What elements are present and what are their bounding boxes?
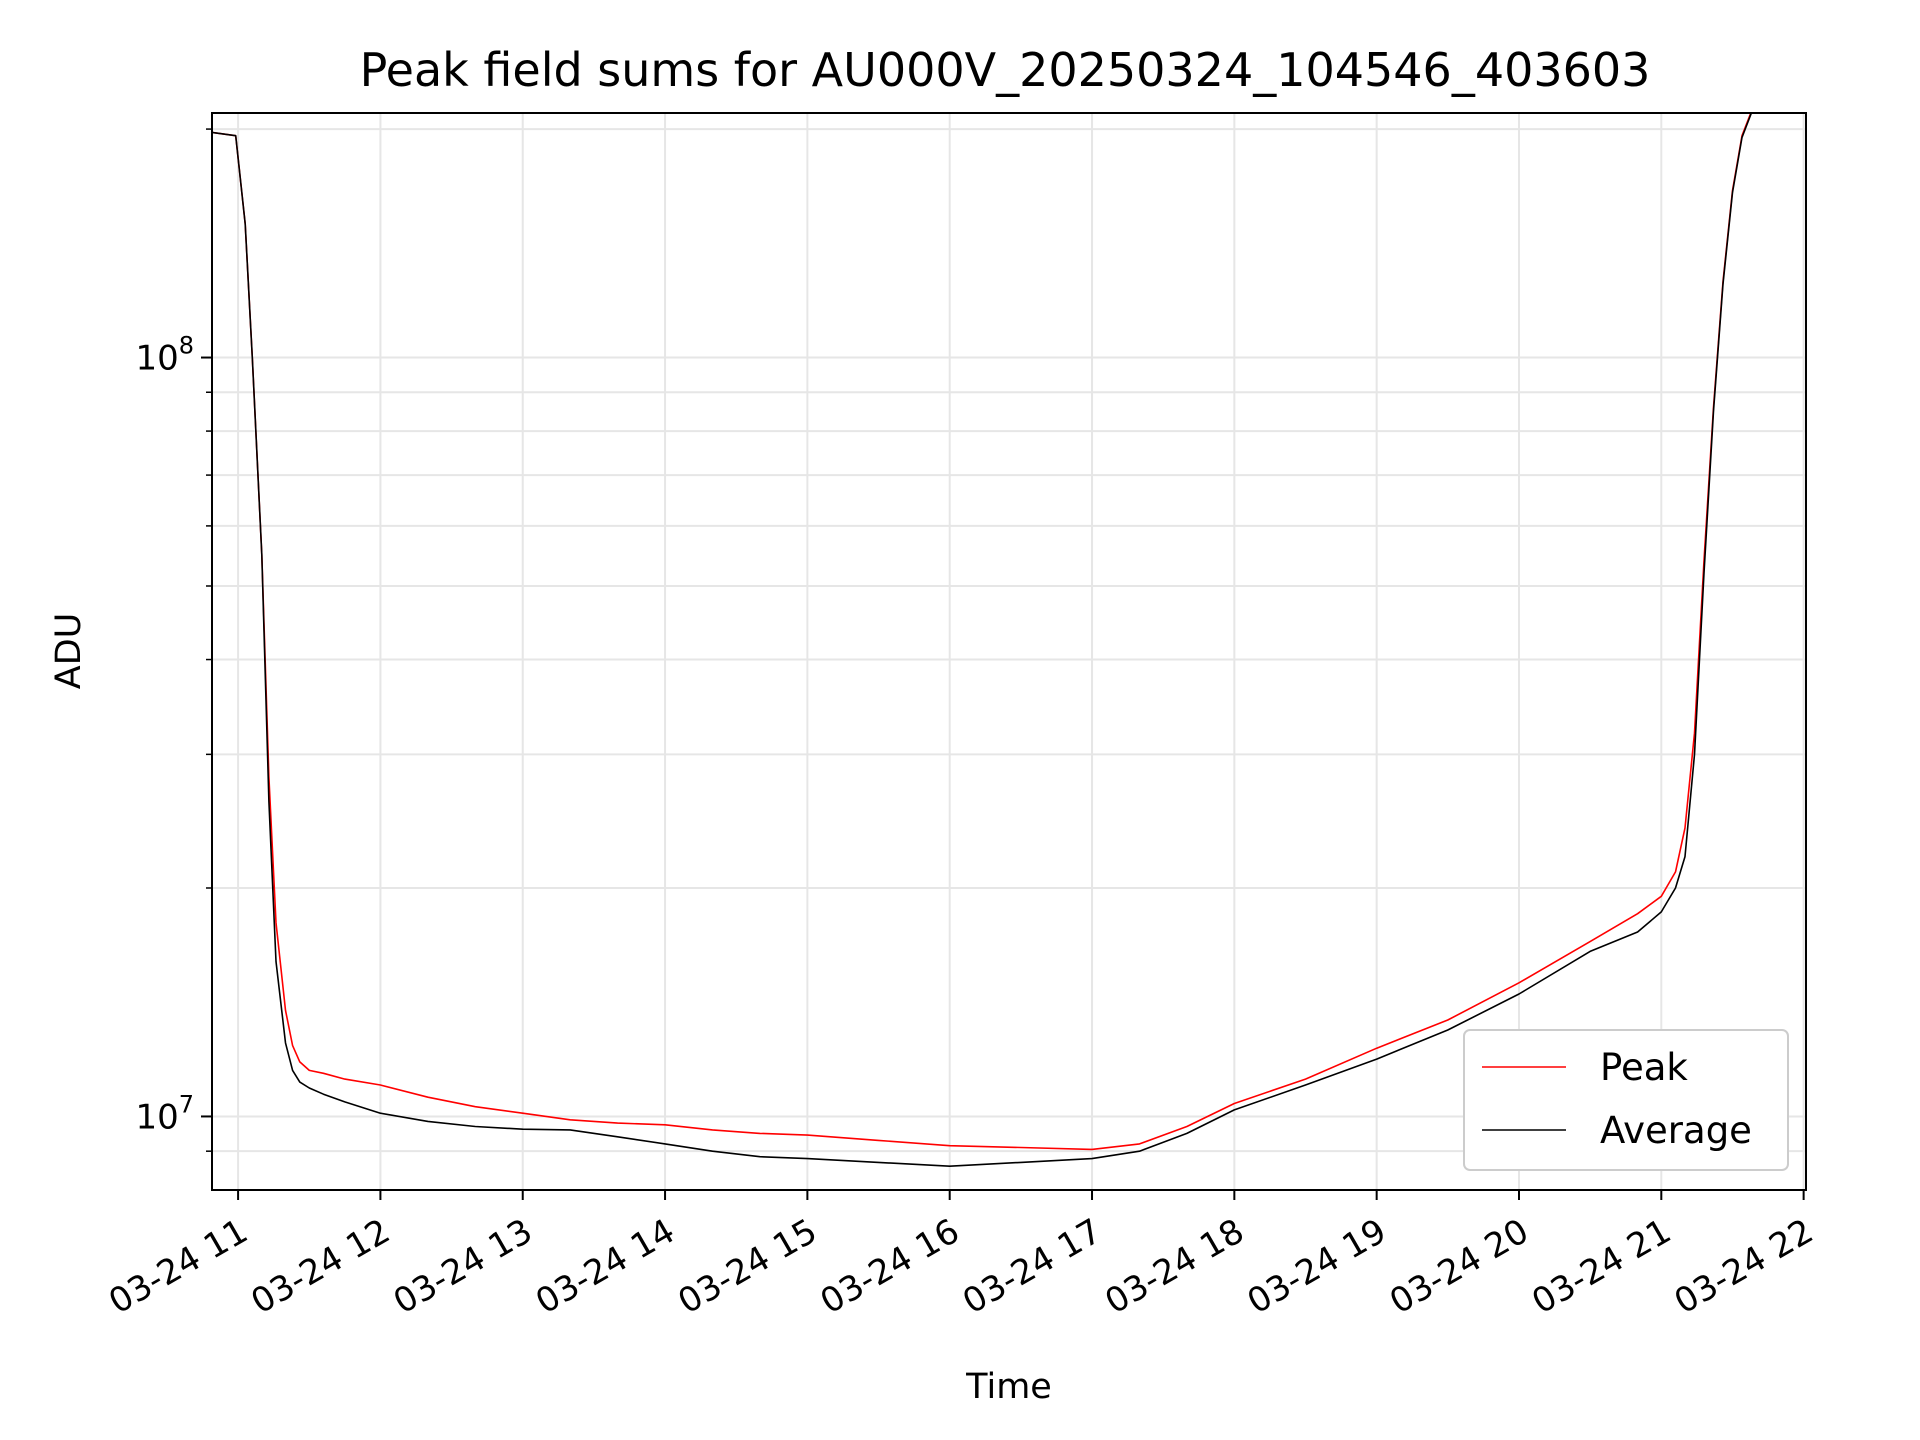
series-line-peak [212,113,1752,1151]
grid [212,113,1806,1190]
y-tick-label: 107 [135,1090,194,1137]
series-line-average [212,113,1755,1167]
x-axis-label: Time [965,1367,1052,1407]
legend-box [1463,1029,1789,1171]
legend-label-peak: Peak [1600,1046,1688,1089]
legend-label-average: Average [1600,1109,1752,1152]
y-axis: 107 108 [135,128,212,1152]
series [212,113,1755,1167]
y-axis-label: ADU [49,613,89,690]
legend: Peak Average [1463,1029,1789,1171]
plot-frame [211,112,1807,1191]
y-tick-label: 108 [135,332,194,379]
plot-background [212,113,1806,1190]
chart-title: Peak field sums for AU000V_20250324_1045… [360,43,1651,97]
plot-area [211,112,1807,1191]
